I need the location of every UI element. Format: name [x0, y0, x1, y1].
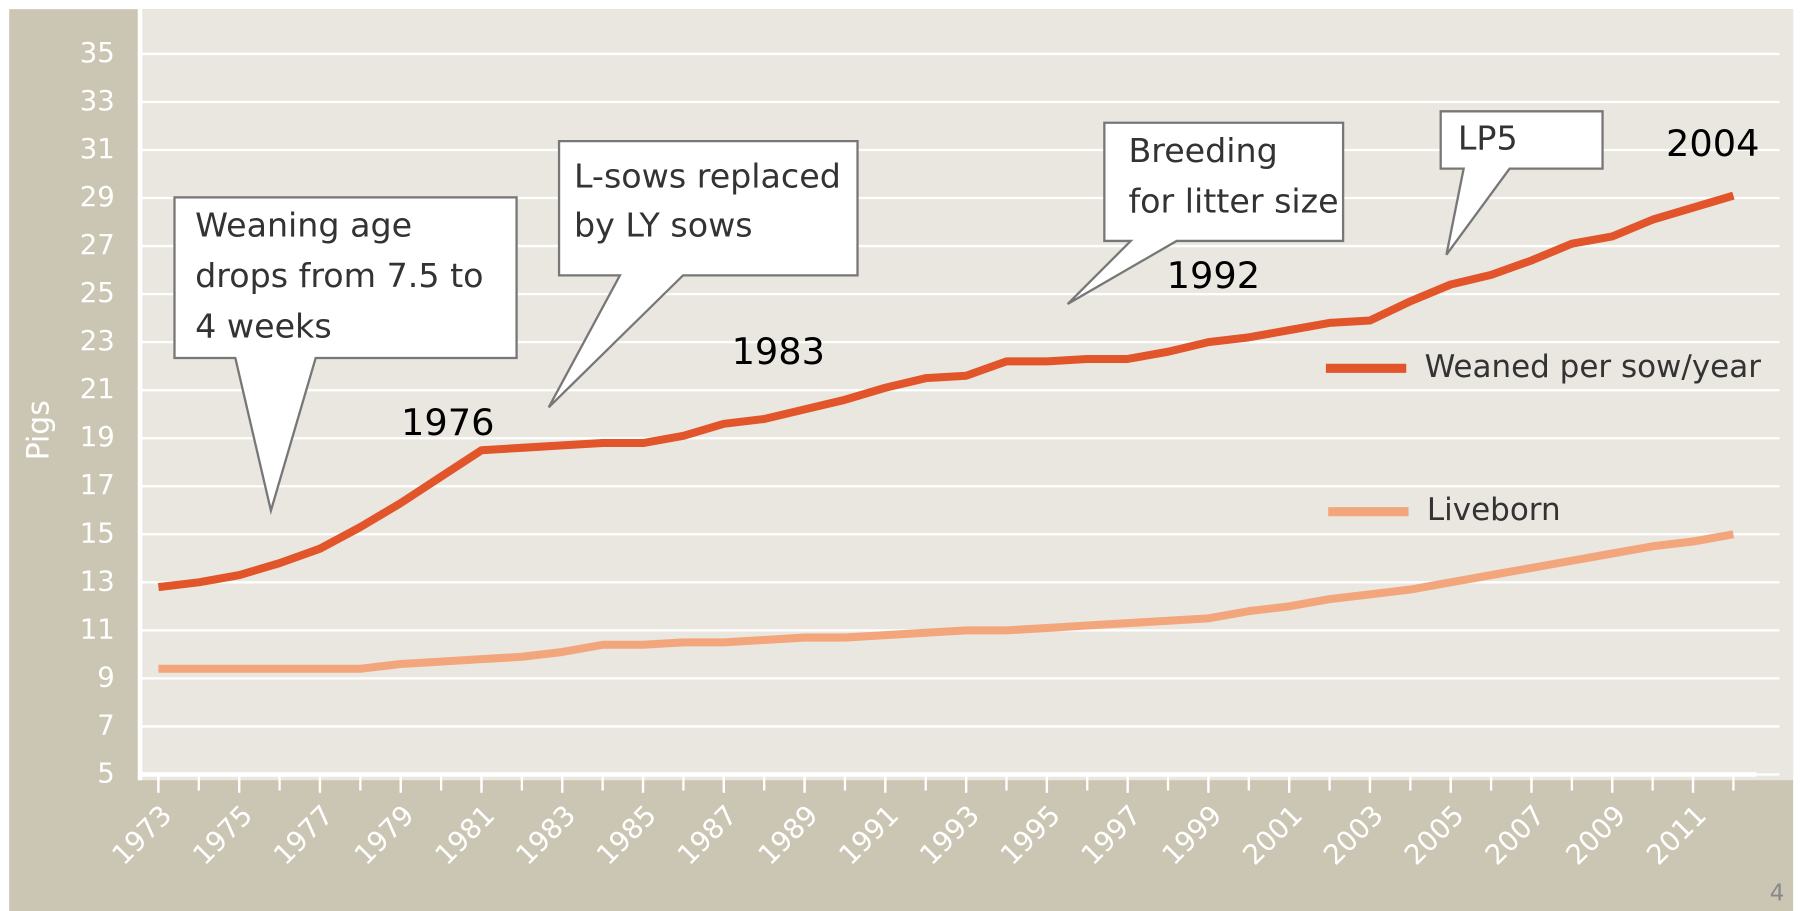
y-tick-label: 7	[97, 709, 115, 741]
series-line	[158, 530, 1735, 673]
year-label: 1976	[401, 401, 494, 444]
y-tick-label: 33	[80, 85, 115, 117]
callout-text: Weaning age	[195, 206, 412, 245]
callout-text: LP5	[1458, 118, 1518, 157]
callout-text: L-sows replaced	[574, 156, 841, 195]
callouts	[173, 110, 1604, 516]
y-tick-label: 15	[80, 517, 115, 549]
callout-text: drops from 7.5 to	[195, 256, 483, 295]
y-tick-label: 27	[80, 229, 115, 261]
page-number: 4	[1770, 880, 1785, 906]
callout-box	[547, 139, 859, 409]
callout-box	[173, 196, 518, 516]
y-tick-label: 31	[80, 133, 115, 165]
callout-text: for litter size	[1128, 182, 1338, 221]
series-line	[157, 191, 1735, 592]
callout-text: 4 weeks	[195, 307, 332, 346]
y-tick-label: 17	[80, 469, 115, 501]
y-tick-label: 5	[97, 757, 115, 789]
y-tick-label: 29	[80, 181, 115, 213]
callout-text: Breeding	[1128, 131, 1277, 170]
y-tick-label: 23	[80, 325, 115, 357]
y-tick-label: 25	[80, 277, 115, 309]
year-label: 1992	[1167, 254, 1260, 297]
y-axis-label: Pigs	[22, 400, 57, 460]
year-label: 1983	[732, 330, 825, 373]
callout-box	[1439, 110, 1604, 256]
lines	[157, 191, 1735, 673]
y-tick-label: 35	[80, 37, 115, 69]
y-tick-label: 21	[80, 373, 115, 405]
year-label: 2004	[1666, 122, 1759, 165]
legend-label: Liveborn	[1427, 492, 1561, 528]
y-tick-label: 9	[97, 661, 115, 693]
y-tick-label: 11	[80, 613, 115, 645]
y-tick-label: 19	[80, 421, 115, 453]
legend-label: Weaned per sow/year	[1425, 349, 1762, 385]
callout-box	[1066, 121, 1345, 306]
y-tick-label: 13	[80, 565, 115, 597]
callout-text: by LY sows	[574, 206, 753, 245]
